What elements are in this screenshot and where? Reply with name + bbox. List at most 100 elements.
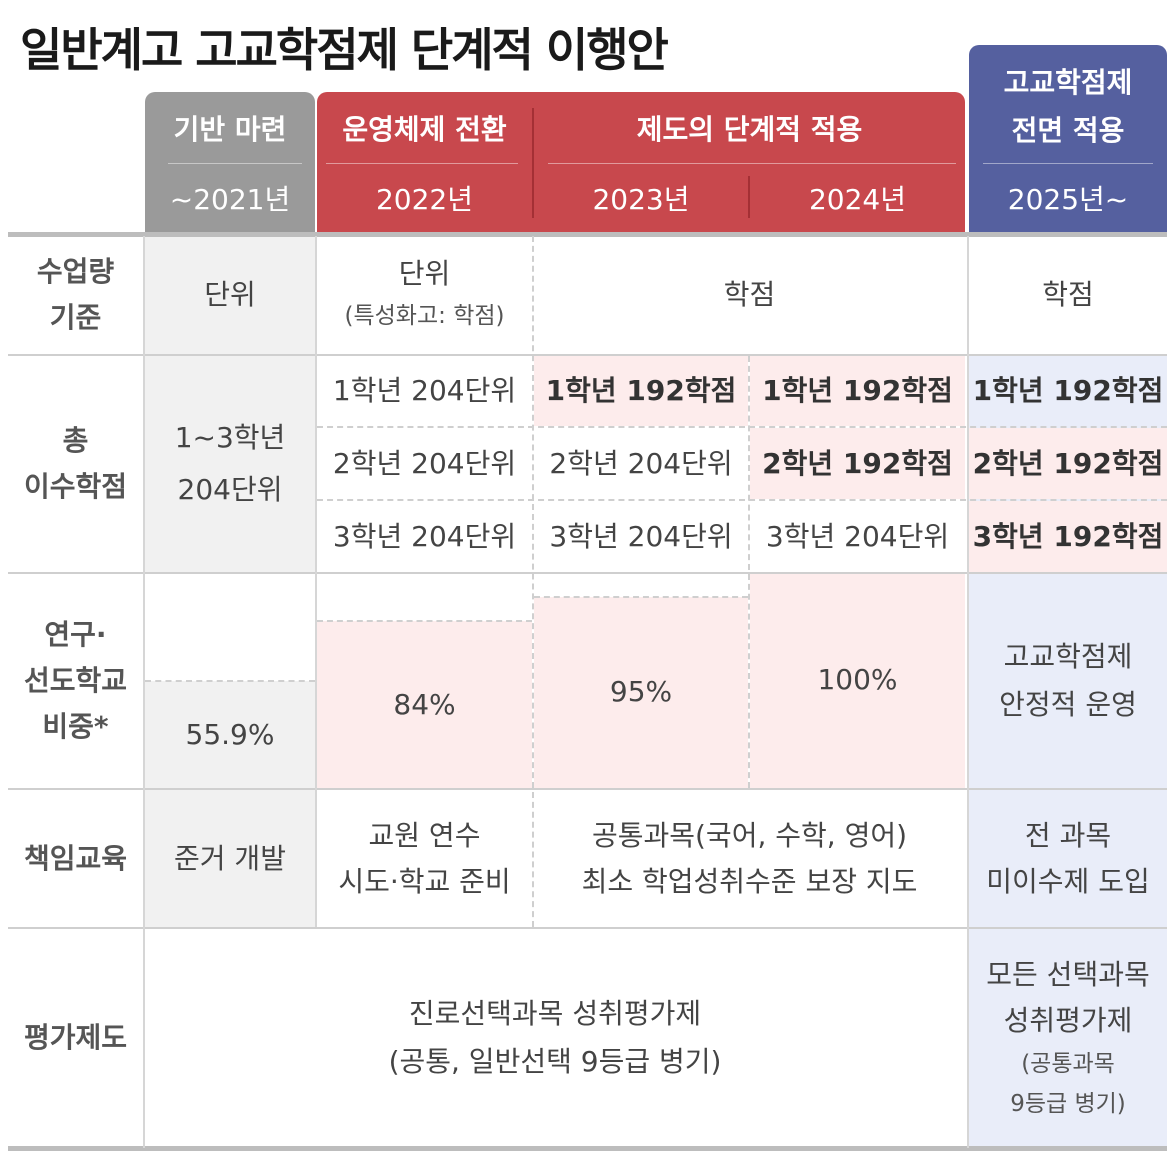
header-vdivider — [532, 108, 534, 218]
row-label-evaluation: 평가제도 — [23, 1020, 128, 1054]
evaluation-2021-2024-line1: 진로선택과목 성취평가제 — [408, 996, 702, 1030]
header-transition-label: 운영체제 전환 — [342, 113, 507, 146]
responsibility-2022-line1: 교원 연수 — [368, 818, 481, 852]
header-vdivider — [748, 176, 750, 218]
row-divider — [317, 426, 1167, 428]
header-2024-year: 2024년 — [808, 183, 907, 216]
credits-2022-grade1: 1학년 204단위 — [332, 374, 517, 407]
row-label-credits-2: 이수학점 — [23, 470, 128, 503]
credits-2021-line1: 1~3학년 — [174, 421, 286, 454]
ratio-bar-2021 — [145, 681, 315, 788]
col-divider — [532, 236, 534, 927]
header-bottom-rule — [8, 232, 1167, 237]
row-label-basis-1: 수업량 — [36, 255, 115, 288]
basis-2025: 학점 — [1042, 278, 1094, 311]
credits-2022-grade3: 3학년 204단위 — [332, 519, 517, 553]
responsibility-2022-line2: 시도·학교 준비 — [338, 864, 511, 898]
credit-cell-highlight — [750, 428, 965, 499]
credits-2024-grade2: 2학년 192학점 — [762, 446, 953, 480]
credits-2024-grade1: 1학년 192학점 — [762, 374, 953, 407]
credit-cell-highlight — [534, 356, 748, 426]
evaluation-2025-line2: 성취평가제 — [1003, 1003, 1133, 1037]
credit-cell-highlight — [969, 501, 1167, 572]
ratio-2025-line2: 안정적 운영 — [999, 688, 1137, 721]
row-divider — [8, 788, 1167, 790]
ratio-2022-value: 84% — [393, 688, 456, 721]
header-full-label-2: 전면 적용 — [1011, 114, 1125, 147]
ratio-bar-2024 — [750, 574, 965, 788]
basis-2022: 단위 (특성화고: 학점) — [317, 236, 532, 354]
evaluation-2025: 모든 선택과목 성취평가제 (공통과목 9등급 병기) — [969, 929, 1167, 1146]
ratio-2025-line1: 고교학점제 — [1003, 640, 1133, 673]
evaluation-2021-2024: 진로선택과목 성취평가제 (공통, 일반선택 9등급 병기) — [145, 929, 965, 1146]
responsibility-2023-2024: 공통과목(국어, 수학, 영어) 최소 학업성취수준 보장 지도 — [534, 790, 965, 927]
row-divider — [8, 927, 1167, 929]
responsibility-2025-line1: 전 과목 — [1024, 818, 1112, 852]
header-divider — [548, 163, 956, 164]
credits-2025-grade3: 3학년 192학점 — [972, 519, 1164, 553]
credits-2023-grade3: 3학년 204단위 — [549, 519, 733, 553]
credits-2024-grade3: 3학년 204단위 — [765, 519, 950, 553]
header-foundation-year: ~2021년 — [169, 183, 291, 216]
evaluation-2025-line4: 9등급 병기) — [1010, 1090, 1126, 1117]
bar-top-line — [317, 620, 532, 622]
credits-2022-grade2: 2학년 204단위 — [332, 446, 517, 480]
basis-2022-line2: (특성화고: 학점) — [344, 303, 505, 329]
ratio-bar-2022 — [317, 621, 532, 788]
credits-2021-line2: 204단위 — [177, 473, 283, 506]
responsibility-2025: 전 과목 미이수제 도입 — [969, 790, 1167, 927]
ratio-2024-value: 100% — [817, 663, 898, 696]
page-title: 일반계고 고교학점제 단계적 이행안 — [20, 23, 669, 77]
col-2021-background — [145, 790, 315, 927]
credits-2021: 1~3학년 204단위 — [145, 356, 315, 572]
basis-2021: 단위 — [204, 278, 256, 311]
row-label-ratio-3: 비중* — [42, 710, 109, 743]
credits-2025-grade1: 1학년 192학점 — [972, 374, 1164, 407]
basis-2023-2024: 학점 — [723, 278, 776, 311]
responsibility-2025-line2: 미이수제 도입 — [986, 864, 1150, 898]
ratio-2025: 고교학점제 안정적 운영 — [969, 574, 1167, 788]
row-divider — [8, 572, 1167, 574]
row-label-responsibility: 책임교육 — [23, 841, 128, 875]
ratio-2021-value: 55.9% — [185, 718, 275, 751]
credit-cell-highlight — [750, 356, 965, 426]
col-divider — [967, 236, 969, 1148]
evaluation-2021-2024-line2: (공통, 일반선택 9등급 병기) — [388, 1044, 722, 1078]
header-phased-label: 제도의 단계적 적용 — [636, 113, 863, 146]
evaluation-2025-line1: 모든 선택과목 — [986, 957, 1150, 991]
row-label-basis: 수업량 기준 — [8, 236, 143, 354]
credits-2025-grade2: 2학년 192학점 — [972, 446, 1164, 480]
col-divider — [315, 236, 317, 927]
evaluation-2025-line3: (공통과목 — [1021, 1050, 1115, 1077]
bar-top-line — [534, 596, 748, 598]
credits-2023-grade1: 1학년 192학점 — [545, 374, 737, 407]
header-foundation — [145, 92, 315, 234]
responsibility-2022: 교원 연수 시도·학교 준비 — [317, 790, 532, 927]
responsibility-2023-2024-line1: 공통과목(국어, 수학, 영어) — [591, 818, 908, 852]
header-2023-year: 2023년 — [592, 183, 690, 216]
ratio-2023-value: 95% — [609, 675, 673, 708]
row-label-ratio-1: 연구· — [44, 618, 107, 651]
row-label-credits-1: 총 — [62, 424, 89, 457]
col-divider — [748, 356, 750, 788]
row-label-ratio-2: 선도학교 — [23, 664, 128, 697]
bar-top-line — [145, 680, 315, 682]
header-2022-year: 2022년 — [375, 183, 474, 216]
header-divider — [326, 163, 518, 164]
col-divider — [143, 236, 145, 1148]
row-label-ratio: 연구· 선도학교 비중* — [8, 574, 143, 788]
row-label-credits: 총 이수학점 — [8, 356, 143, 572]
header-full-label-1: 고교학점제 — [1003, 66, 1133, 99]
credits-2023-grade2: 2학년 204단위 — [549, 446, 733, 480]
header-foundation-label: 기반 마련 — [173, 113, 287, 146]
col-2021-background — [145, 236, 315, 572]
header-2025-year: 2025년~ — [1007, 183, 1129, 216]
basis-2022-line1: 단위 — [398, 257, 451, 290]
header-full — [969, 45, 1167, 234]
header-divider — [983, 163, 1153, 164]
responsibility-2021: 준거 개발 — [174, 841, 286, 875]
responsibility-2023-2024-line2: 최소 학업성취수준 보장 지도 — [581, 864, 918, 898]
row-divider — [317, 499, 1167, 501]
table-bottom-rule — [8, 1146, 1167, 1151]
header-divider — [168, 163, 302, 164]
